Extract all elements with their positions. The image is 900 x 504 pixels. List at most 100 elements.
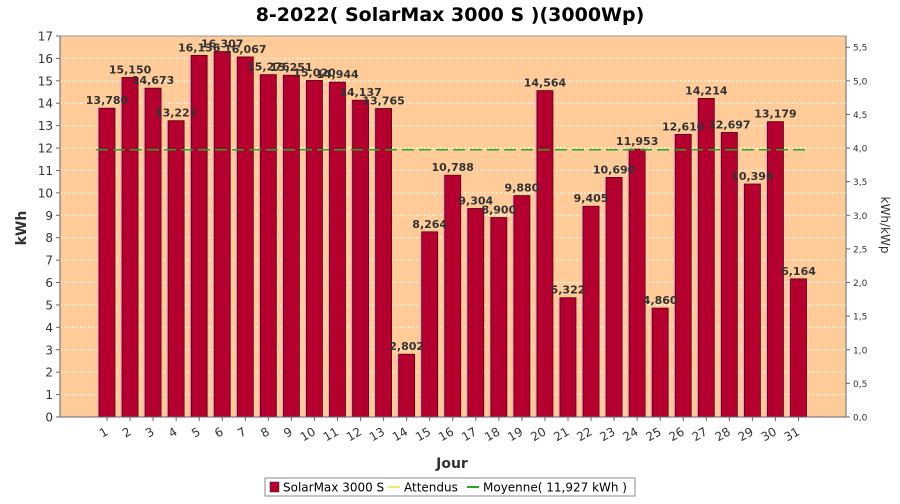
data-label: 14,673 xyxy=(132,74,174,87)
x-tick-label: 29 xyxy=(736,424,756,444)
x-tick-label: 3 xyxy=(143,424,157,440)
y2-tick-label: 5,0 xyxy=(853,77,868,87)
bar xyxy=(513,195,531,418)
data-label: 12,697 xyxy=(708,118,750,131)
y2-tick-label: 2,5 xyxy=(853,245,867,255)
y-tick-label: 9 xyxy=(45,209,53,223)
y-tick-label: 0 xyxy=(45,411,53,425)
data-label: 10,788 xyxy=(432,161,474,174)
legend-box xyxy=(264,477,636,497)
data-label: 5,322 xyxy=(551,284,586,297)
x-tick-label: 24 xyxy=(620,424,640,444)
bar xyxy=(582,205,600,418)
data-label: 15,150 xyxy=(109,63,152,76)
y-axis-title: kWh xyxy=(14,211,30,246)
data-label: 8,900 xyxy=(481,204,516,217)
y-tick-label: 3 xyxy=(45,343,53,357)
y-tick-label: 2 xyxy=(45,366,53,380)
x-tick-label: 1 xyxy=(97,424,111,440)
bar xyxy=(628,148,646,418)
data-label: 4,860 xyxy=(643,294,678,307)
x-tick-label: 10 xyxy=(298,424,318,444)
x-tick-label: 21 xyxy=(551,424,571,444)
legend-label-expected: Attendus xyxy=(404,481,458,495)
data-label: 12,610 xyxy=(662,120,705,133)
bar xyxy=(697,98,715,418)
bar xyxy=(167,120,185,418)
bar xyxy=(490,217,508,418)
x-tick-label: 23 xyxy=(597,424,617,444)
data-label: 14,137 xyxy=(339,86,381,99)
bar xyxy=(536,90,554,418)
data-label: 16,067 xyxy=(224,43,266,56)
chart-title: 8-2022( SolarMax 3000 S )(3000Wp) xyxy=(256,4,645,26)
y2-tick-label: 2,0 xyxy=(853,279,868,289)
data-label: 10,396 xyxy=(731,170,774,183)
x-tick-label: 11 xyxy=(321,424,341,444)
y2-tick-label: 5,5 xyxy=(853,44,867,54)
data-label: 13,765 xyxy=(362,95,404,108)
y-tick-label: 10 xyxy=(38,186,53,200)
y-tick-label: 4 xyxy=(45,321,53,335)
data-label: 9,405 xyxy=(574,192,609,205)
y2-tick-label: 3,0 xyxy=(853,212,868,222)
y-tick-label: 17 xyxy=(38,30,53,44)
x-tick-label: 8 xyxy=(258,424,272,440)
y2-axis: 0,0 0,5 1,0 1,5 2,0 2,5 3,0 3,5 4,0 4,5 5,0 5,5 xyxy=(845,36,868,424)
y-tick-label: 16 xyxy=(38,52,53,66)
x-tick-label: 17 xyxy=(459,424,479,444)
bar xyxy=(98,107,116,418)
x-tick-label: 28 xyxy=(713,424,733,444)
bar xyxy=(559,297,577,418)
y-tick-label: 13 xyxy=(38,119,53,133)
y-tick-label: 7 xyxy=(45,254,53,268)
bar xyxy=(352,99,369,418)
x-tick-label: 16 xyxy=(436,424,456,444)
y-tick-label: 11 xyxy=(38,164,53,178)
bar xyxy=(329,81,346,418)
data-label: 16,136 xyxy=(178,41,221,54)
y-tick-label: 5 xyxy=(45,298,53,312)
x-axis: 1 2 3 4 5 6 7 8 9 10 11 12 13 14 15 16 17 18 19 20 21 22 23 24 2… xyxy=(60,416,846,444)
x-tick-label: 13 xyxy=(367,424,387,444)
data-label: 13,179 xyxy=(754,108,796,121)
data-label: 14,944 xyxy=(316,68,359,81)
bar xyxy=(121,77,139,418)
x-tick-label: 4 xyxy=(166,424,180,440)
y-tick-label: 14 xyxy=(38,97,53,111)
bar xyxy=(444,174,462,418)
y2-axis-title: kWh/kWp xyxy=(878,197,892,254)
bar xyxy=(421,231,439,418)
y-tick-label: 1 xyxy=(45,388,53,402)
bar xyxy=(144,87,162,418)
data-label: 13,780 xyxy=(86,94,129,107)
x-tick-label: 2 xyxy=(120,424,134,440)
data-label: 16,307 xyxy=(201,38,243,51)
bar xyxy=(282,74,300,418)
bar xyxy=(398,353,416,418)
bars xyxy=(97,51,807,418)
data-label: 9,880 xyxy=(505,182,540,195)
legend-label-average: Moyenne( 11,927 kWh ) xyxy=(483,481,627,495)
x-axis-title: Jour xyxy=(435,456,468,472)
data-label: 15,276 xyxy=(247,61,290,74)
x-tick-label: 31 xyxy=(782,424,802,444)
bar xyxy=(236,56,254,418)
data-label: 11,953 xyxy=(616,135,658,148)
bar xyxy=(605,177,623,418)
data-label: 14,214 xyxy=(685,84,728,97)
bar xyxy=(790,278,807,418)
y2-tick-label: 3,5 xyxy=(853,178,867,188)
y2-tick-label: 0,5 xyxy=(853,380,867,390)
bar xyxy=(375,108,393,418)
data-label: 2,802 xyxy=(389,340,424,353)
data-label: 14,564 xyxy=(524,77,567,90)
y-tick-label: 15 xyxy=(38,74,53,88)
x-tick-label: 5 xyxy=(189,424,203,440)
legend-label-series: SolarMax 3000 S xyxy=(283,481,384,495)
bar xyxy=(259,74,277,418)
y-tick-label: 12 xyxy=(38,142,53,156)
